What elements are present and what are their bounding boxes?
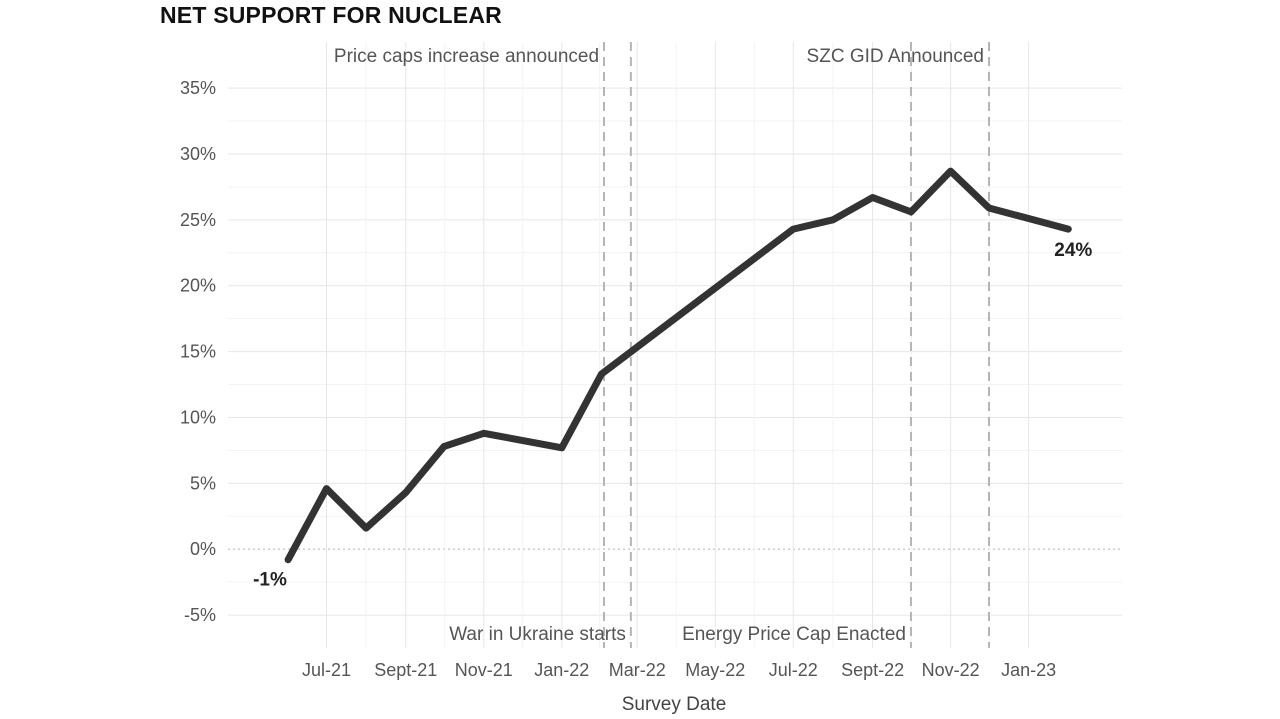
y-tick-label: 10% — [180, 407, 216, 427]
series-lines — [284, 167, 1072, 564]
x-axis-ticks: Jul-21 Sept-21 Nov-21 Jan-22 Mar-22 May-22 Jul… — [302, 660, 1056, 680]
x-tick-label: Nov-22 — [922, 660, 980, 680]
x-axis-label: Survey Date — [622, 694, 727, 715]
y-tick-label: 15% — [180, 342, 216, 362]
y-tick-label: 35% — [180, 78, 216, 98]
x-tick-label: Sept-21 — [374, 660, 437, 680]
end-value-label: 24% — [1054, 240, 1092, 261]
chart-title: NET SUPPORT FOR NUCLEAR — [160, 2, 502, 28]
x-tick-label: Jul-21 — [302, 660, 351, 680]
series-line — [284, 167, 1072, 564]
x-tick-label: Nov-21 — [455, 660, 513, 680]
event-label: War in Ukraine starts — [449, 624, 626, 645]
y-tick-label: -5% — [184, 605, 216, 625]
end-labels: -1% 24% — [253, 240, 1092, 591]
x-tick-label: May-22 — [685, 660, 745, 680]
x-tick-label: Jan-22 — [534, 660, 589, 680]
grid-lines — [228, 42, 1122, 648]
start-value-label: -1% — [253, 570, 287, 591]
event-label: SZC GID Announced — [807, 46, 984, 67]
event-label: Energy Price Cap Enacted — [682, 624, 906, 645]
y-axis-ticks: -5% 0% 5% 10% 15% 20% 25% 30% 35% — [180, 78, 216, 625]
y-tick-label: 0% — [190, 539, 216, 559]
x-tick-label: Mar-22 — [609, 660, 666, 680]
event-label: Price caps increase announced — [334, 46, 599, 67]
y-tick-label: 30% — [180, 144, 216, 164]
x-tick-label: Jan-23 — [1001, 660, 1056, 680]
y-tick-label: 25% — [180, 210, 216, 230]
x-tick-label: Jul-22 — [769, 660, 818, 680]
event-markers: Price caps increase announced War in Ukra… — [334, 42, 990, 648]
x-tick-label: Sept-22 — [841, 660, 904, 680]
y-tick-label: 5% — [190, 473, 216, 493]
y-tick-label: 20% — [180, 276, 216, 296]
